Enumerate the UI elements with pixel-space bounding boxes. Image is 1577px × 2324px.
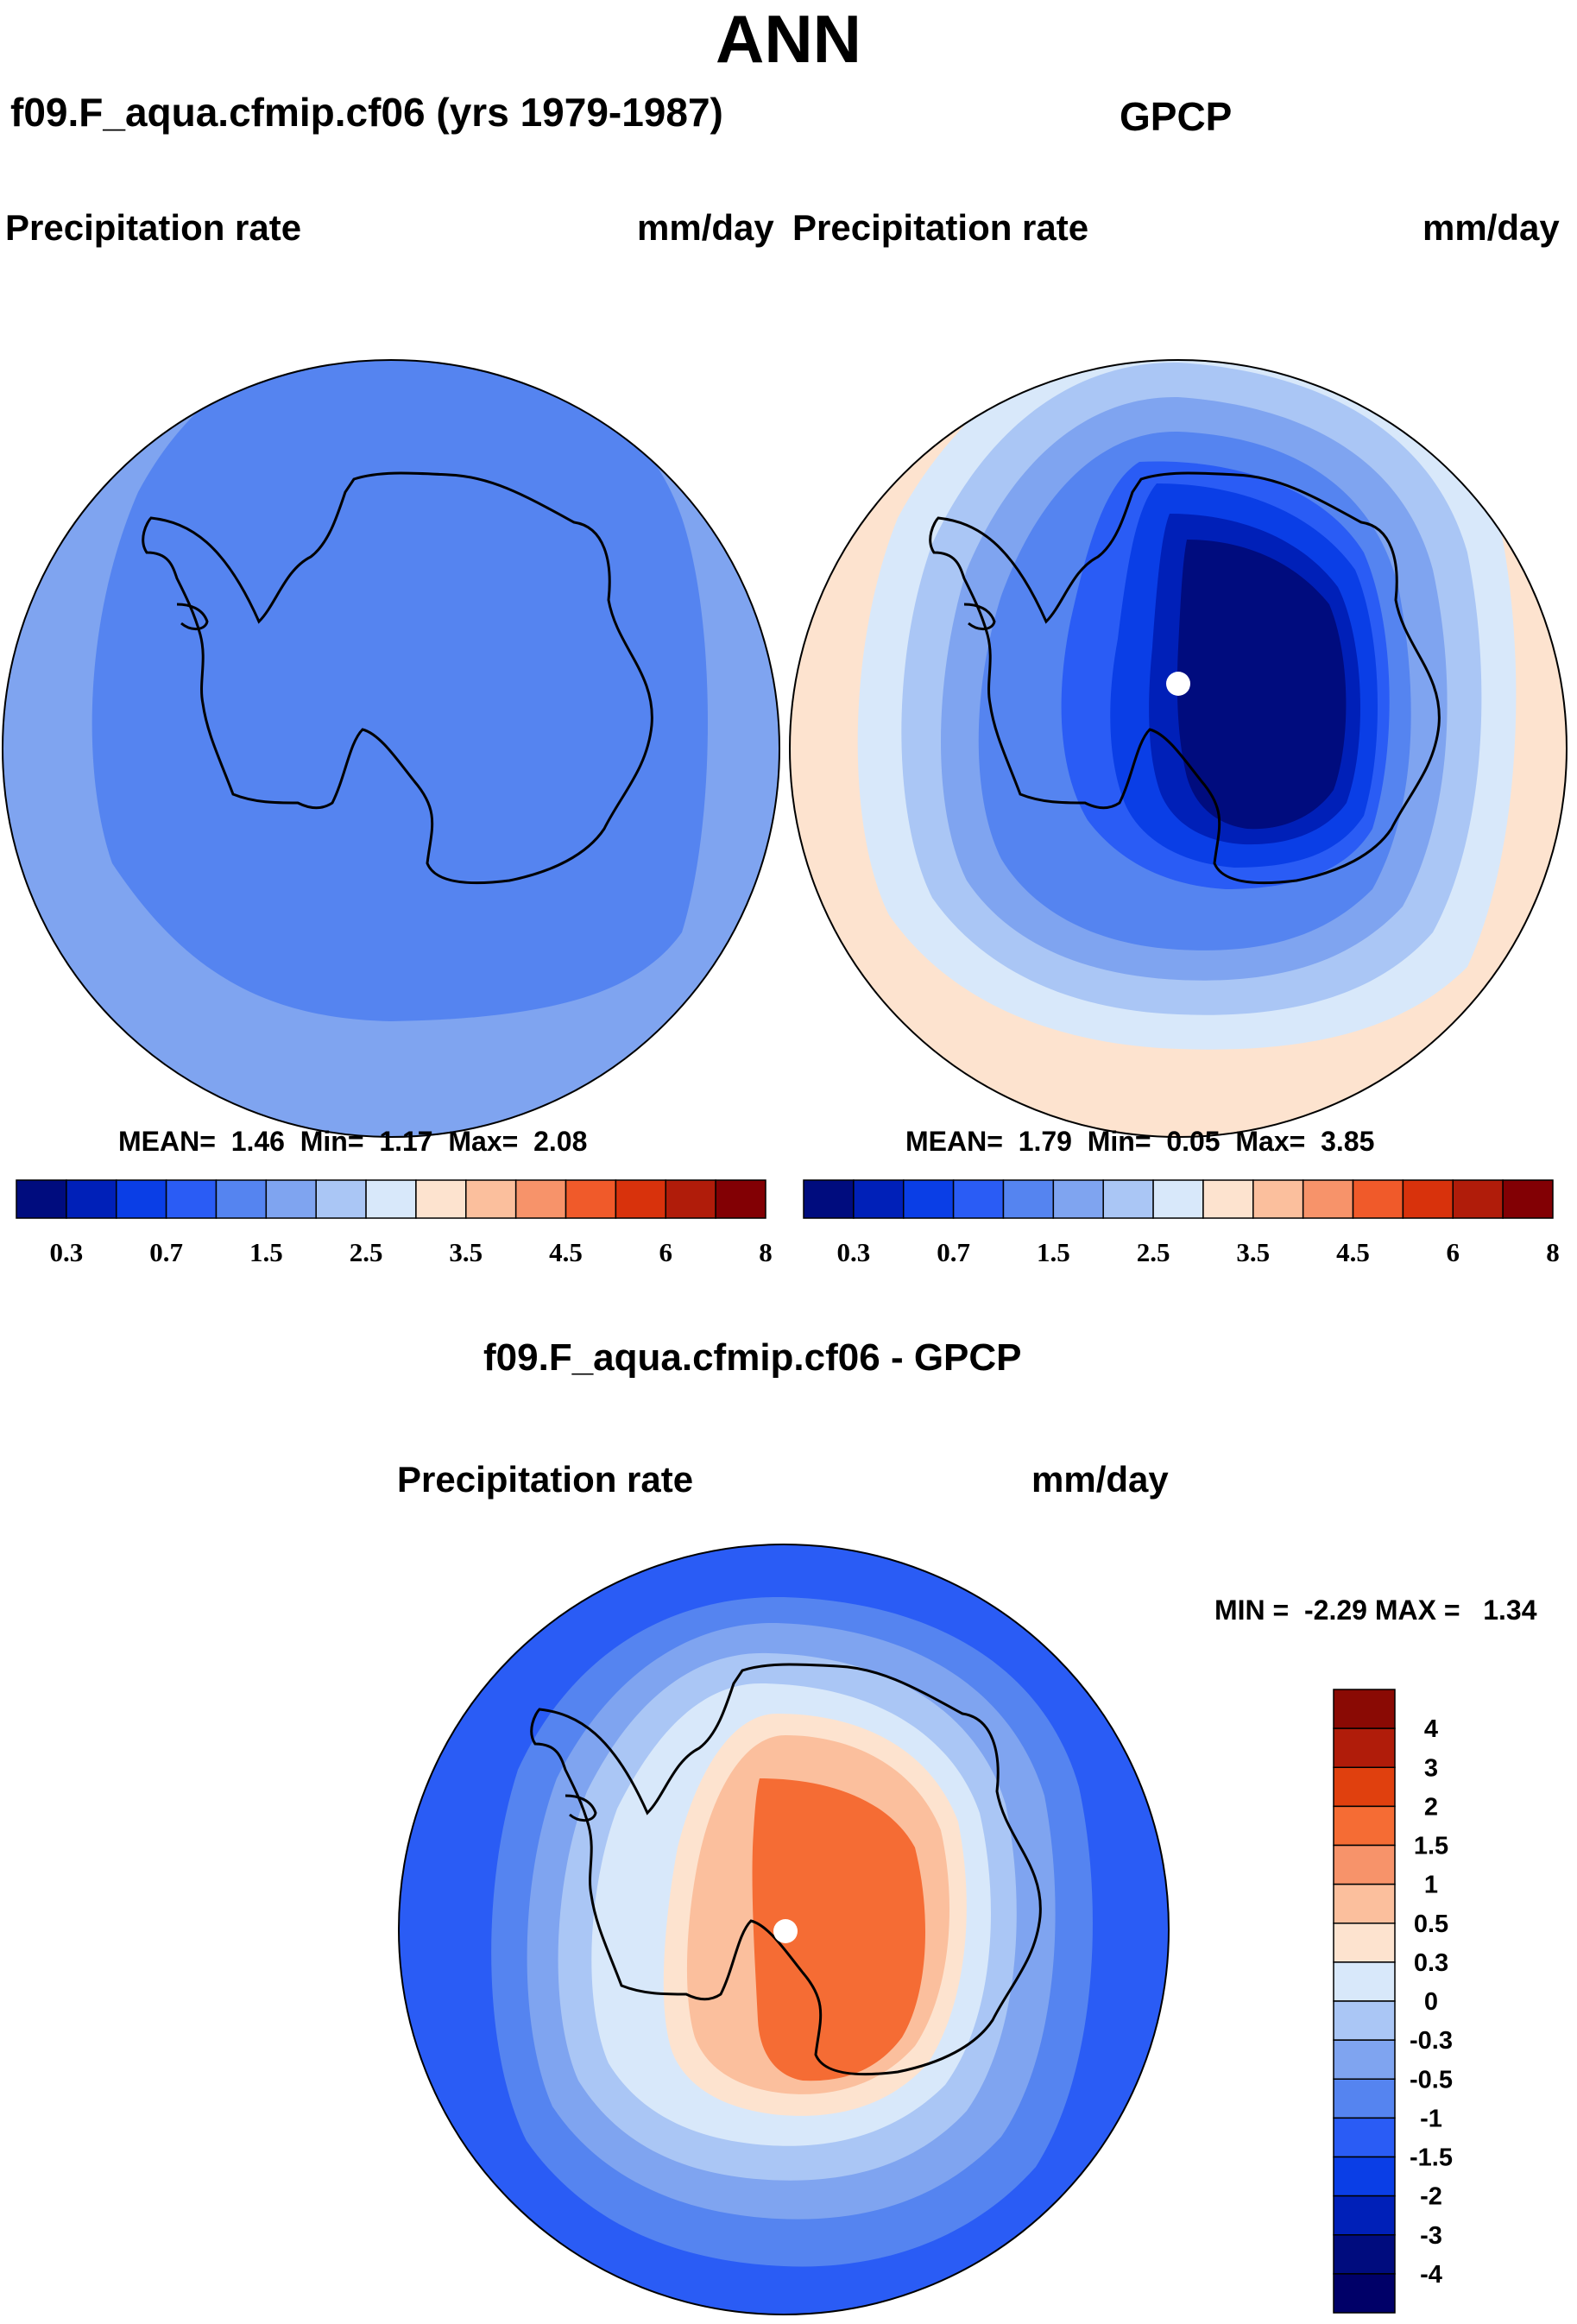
colorbar-swatch — [1333, 2273, 1396, 2314]
colorbar-tick-label: 3.5 — [1236, 1237, 1270, 1267]
colorbar-tick-label: -1 — [1420, 2105, 1442, 2132]
colorbar-tick-label: -0.5 — [1410, 2066, 1453, 2093]
colorbar-swatch — [1202, 1179, 1254, 1219]
colorbar-swatch — [66, 1179, 117, 1219]
colorbar-tick-label: 2.5 — [1137, 1237, 1170, 1267]
colorbar-swatch — [803, 1179, 855, 1219]
colorbar-tick-label: 3 — [1424, 1754, 1438, 1782]
colorbar-swatch — [715, 1179, 766, 1219]
map-boundary-circle — [2, 359, 780, 1138]
map-fill-band — [1176, 540, 1347, 830]
colorbar-swatch — [1333, 2000, 1396, 2041]
colorbar-tick-label: 0 — [1424, 1988, 1438, 2016]
colorbar-tick-label: 8 — [759, 1237, 773, 1267]
colorbar-tick-label: 0.3 — [1414, 1949, 1448, 1977]
map-boundary-circle — [398, 1544, 1170, 2315]
colorbar-swatch — [365, 1179, 417, 1219]
antarctica-coastline — [565, 1794, 597, 1822]
colorbar-tick-label: -2 — [1420, 2183, 1442, 2211]
colorbar-swatch — [1333, 1961, 1396, 2002]
colorbar-swatch — [1333, 2156, 1396, 2197]
antarctica-coastline — [176, 603, 209, 630]
colorbar-swatch — [1333, 1766, 1396, 1808]
south-pole-marker — [1166, 672, 1190, 696]
colorbar-tick-label: 6 — [659, 1237, 673, 1267]
colorbar-tick-label: 0.7 — [937, 1237, 970, 1267]
colorbar-tick-label: 0.3 — [836, 1237, 870, 1267]
colorbar-swatch — [565, 1179, 617, 1219]
obs-stats: MEAN= 1.79 Min= 0.05 Max= 3.85 — [905, 1126, 1375, 1157]
colorbar-tick-label: 1.5 — [1414, 1833, 1448, 1860]
colorbar-swatch — [1333, 2039, 1396, 2080]
south-pole-marker — [773, 1919, 798, 1943]
colorbar-swatch — [1502, 1179, 1554, 1219]
colorbar-swatch — [1352, 1179, 1404, 1219]
colorbar-swatch — [1333, 1689, 1396, 1729]
colorbar-swatch — [1333, 2234, 1396, 2275]
antarctica-coastline — [142, 471, 653, 885]
colorbar-swatch — [115, 1179, 167, 1219]
colorbar-swatch — [415, 1179, 467, 1219]
colorbar-tick-label: 0.5 — [1414, 1910, 1448, 1938]
colorbar-tick-label: 3.5 — [449, 1237, 483, 1267]
colorbar-swatch — [1333, 1727, 1396, 1768]
diff-units-label: mm/day — [1031, 1459, 1169, 1500]
colorbar-tick-label: 0.3 — [49, 1237, 83, 1267]
colorbar-tick-label: 2.5 — [350, 1237, 383, 1267]
colorbar-swatch — [165, 1179, 218, 1219]
colorbar-tick-label: 1.5 — [249, 1237, 283, 1267]
colorbar-tick-label: 4 — [1424, 1715, 1438, 1743]
map-boundary-circle — [789, 359, 1568, 1138]
colorbar-tick-label: 4.5 — [549, 1237, 583, 1267]
colorbar-tick-label: -3 — [1420, 2222, 1442, 2250]
colorbar-swatch — [1333, 1805, 1396, 1847]
colorbar-swatch — [1333, 1923, 1396, 1963]
colorbar-swatch — [1152, 1179, 1204, 1219]
diff-panel-title: f09.F_aqua.cfmip.cf06 - GPCP — [483, 1336, 1022, 1379]
obs-variable-label: Precipitation rate — [792, 207, 1089, 248]
colorbar-swatch — [615, 1179, 667, 1219]
antarctica-coastline — [963, 603, 996, 630]
colorbar-tick-label: 1.5 — [1037, 1237, 1070, 1267]
model-variable-label: Precipitation rate — [5, 207, 302, 248]
colorbar-swatch — [1252, 1179, 1304, 1219]
colorbar-swatch — [1452, 1179, 1504, 1219]
colorbar-tick-label: 6 — [1447, 1237, 1460, 1267]
colorbar-swatch — [1333, 2195, 1396, 2236]
colorbar-tick-label: 0.7 — [149, 1237, 183, 1267]
colorbar-tick-label: 8 — [1546, 1237, 1560, 1267]
map-fill-band — [752, 1778, 925, 2081]
model-panel-title: f09.F_aqua.cfmip.cf06 (yrs 1979-1987) — [10, 90, 723, 135]
antarctica-coastline — [929, 471, 1441, 885]
colorbar-tick-label: 1 — [1424, 1872, 1438, 1899]
colorbar-swatch — [315, 1179, 367, 1219]
figure-title: ANN — [716, 1, 861, 77]
colorbar-tick-label: 4.5 — [1336, 1237, 1370, 1267]
colorbar-swatch — [1402, 1179, 1454, 1219]
colorbar-tick-label: 2 — [1424, 1793, 1438, 1821]
model-stats: MEAN= 1.46 Min= 1.17 Max= 2.08 — [118, 1126, 588, 1157]
antarctica-coastline — [530, 1663, 1042, 2076]
obs-units-label: mm/day — [1422, 207, 1560, 248]
colorbar-swatch — [16, 1179, 67, 1219]
diff-variable-label: Precipitation rate — [397, 1459, 694, 1500]
colorbar-swatch — [514, 1179, 567, 1219]
colorbar-swatch — [1333, 2117, 1396, 2158]
diff-minmax: MIN = -2.29 MAX = 1.34 — [1214, 1595, 1537, 1626]
colorbar-swatch — [1333, 1883, 1396, 1924]
colorbar-swatch — [1333, 2078, 1396, 2119]
obs-panel-title: GPCP — [1120, 94, 1233, 139]
colorbar-swatch — [1333, 1844, 1396, 1885]
colorbar-tick-label: -4 — [1420, 2261, 1442, 2289]
colorbar-tick-label: -0.3 — [1410, 2027, 1453, 2055]
colorbar-tick-label: -1.5 — [1410, 2144, 1453, 2172]
model-units-label: mm/day — [637, 207, 774, 248]
colorbar-swatch — [465, 1179, 517, 1219]
